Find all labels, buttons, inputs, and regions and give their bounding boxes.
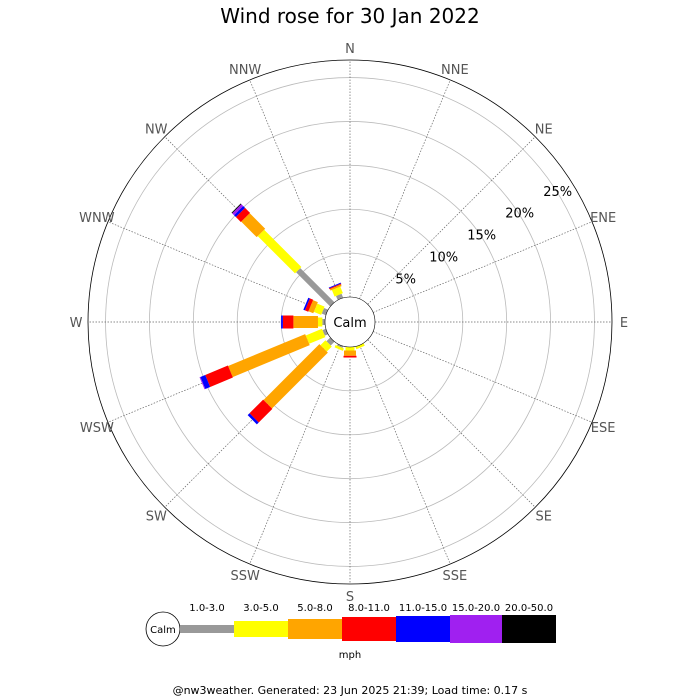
- direction-label: N: [345, 42, 355, 57]
- direction-label: E: [620, 316, 628, 331]
- ring-label: 15%: [467, 229, 496, 244]
- legend-swatch: [288, 619, 342, 639]
- legend: Calm 1.0-3.0 3.0-5.0 5.0-8.0 8.0-11.0 11.0-15…: [145, 603, 556, 661]
- wind-bar-segment: [329, 284, 342, 291]
- direction-label: SSE: [442, 569, 467, 584]
- footer-text: @nw3weather. Generated: 23 Jun 2025 21:3…: [172, 684, 528, 697]
- calm-circle-shape: [324, 296, 376, 348]
- legend-unit: mph: [339, 650, 361, 661]
- direction-label: SSW: [230, 569, 260, 584]
- wind-bar-segment: [326, 337, 335, 346]
- wind-bar-segment: [249, 399, 273, 423]
- direction-label: S: [346, 590, 354, 605]
- direction-label: WSW: [80, 421, 114, 436]
- wind-bar-segment: [231, 203, 242, 214]
- wind-bar-segment: [247, 413, 259, 425]
- legend-swatch: [234, 621, 288, 637]
- legend-entry-label: 1.0-3.0: [189, 603, 224, 614]
- ring-label: 10%: [429, 251, 458, 266]
- direction-label: NW: [145, 122, 168, 137]
- grid-spoke: [107, 221, 328, 313]
- wind-bar-segment: [228, 334, 310, 378]
- wind-bar-segment: [241, 213, 266, 238]
- chart-title: Wind rose for 30 Jan 2022: [220, 4, 480, 28]
- ring-label: 25%: [543, 185, 572, 200]
- direction-label: SE: [536, 510, 552, 525]
- grid-spoke: [249, 79, 341, 300]
- legend-entry-label: 11.0-15.0: [399, 603, 447, 614]
- wind-bar-segment: [296, 268, 335, 307]
- direction-label: NE: [535, 122, 553, 137]
- legend-entry-label: 8.0-11.0: [348, 603, 390, 614]
- legend-entry-label: 15.0-20.0: [452, 603, 500, 614]
- wind-bars: [199, 203, 365, 425]
- wind-bar-segment: [331, 286, 343, 297]
- legend-swatch: [342, 617, 396, 641]
- grid-spoke: [367, 339, 536, 508]
- ring-label: 5%: [395, 273, 416, 288]
- legend-swatch: [396, 616, 450, 642]
- wind-bar-segment: [235, 207, 251, 223]
- wind-bar-segment: [200, 374, 211, 389]
- direction-label: ESE: [591, 421, 616, 436]
- grid-ring: [149, 121, 551, 523]
- wind-bar-segment: [303, 297, 310, 311]
- legend-swatch: [502, 615, 556, 643]
- wind-bar-segment: [335, 293, 344, 301]
- wind-bar-segment: [257, 229, 302, 274]
- wind-bar-segment: [322, 328, 329, 336]
- direction-label: SW: [146, 510, 167, 525]
- direction-labels: N NNE NE ENE E ESE SE SSE S SSW SW WSW W WNW NW NNW: [70, 42, 629, 605]
- legend-entry-label: 3.0-5.0: [243, 603, 278, 614]
- ring-labels: 5% 10% 15% 20% 25%: [395, 185, 572, 288]
- direction-label: W: [70, 316, 83, 331]
- direction-label: NNE: [441, 63, 469, 78]
- direction-label: ENE: [590, 211, 616, 226]
- legend-calm-label: Calm: [150, 625, 176, 636]
- legend-swatch: [180, 625, 234, 633]
- wind-bar-segment: [234, 206, 246, 218]
- grid-spoke: [359, 79, 451, 300]
- grid-spoke: [367, 136, 536, 305]
- direction-label: WNW: [79, 211, 115, 226]
- grid-spoke: [359, 344, 451, 565]
- calm-circle: Calm: [324, 296, 376, 348]
- calm-label: Calm: [333, 316, 366, 331]
- legend-swatch: [450, 615, 502, 643]
- wind-bar-segment: [263, 344, 328, 409]
- wind-bar-segment: [308, 300, 318, 314]
- wind-bar-segment: [355, 343, 365, 350]
- grid-spoke: [372, 221, 593, 313]
- wind-bar-segment: [305, 328, 326, 344]
- wind-bar-segment: [313, 303, 325, 315]
- wind-bar-segment: [304, 298, 314, 312]
- wind-bar-segment: [320, 340, 332, 352]
- outer-ring: [87, 59, 613, 585]
- legend-entry-label: 20.0-50.0: [505, 603, 553, 614]
- wind-bar-segment: [205, 365, 233, 387]
- grid-spoke: [249, 344, 341, 565]
- grid-spoke: [372, 331, 593, 423]
- wind-bar-segment: [321, 307, 329, 316]
- direction-label: NNW: [229, 63, 261, 78]
- ring-label: 20%: [505, 207, 534, 222]
- grid-ring: [192, 164, 508, 480]
- wind-bar-segment: [334, 344, 344, 351]
- legend-entry-label: 5.0-8.0: [297, 603, 332, 614]
- wind-bar-segment: [232, 204, 244, 216]
